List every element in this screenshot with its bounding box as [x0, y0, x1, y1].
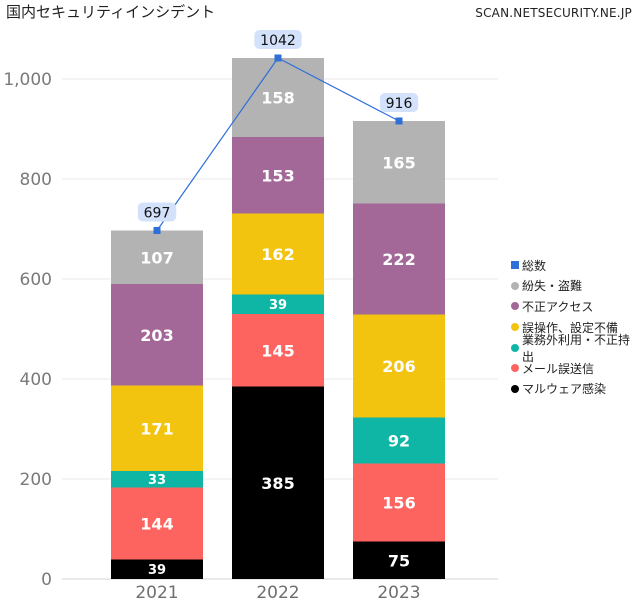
- data-label: 206: [382, 357, 415, 376]
- data-label: 33: [148, 473, 166, 488]
- total-label-bg: [379, 93, 419, 112]
- total-marker: [274, 54, 282, 62]
- bar-segment: [353, 541, 445, 579]
- x-tick-label: 2023: [377, 583, 420, 603]
- y-tick-label: 1,000: [3, 70, 52, 90]
- legend-label: メール誤送信: [522, 361, 595, 376]
- data-label: 385: [261, 474, 294, 493]
- legend-label: 紛失・盗難: [522, 279, 583, 294]
- legend-circle-icon: [511, 384, 519, 393]
- legend-circle-icon: [511, 364, 519, 373]
- legend-label: 不正アクセス: [522, 299, 594, 314]
- bar-segment: [111, 559, 203, 579]
- data-label: 162: [261, 245, 294, 264]
- legend-item: マルウェア感染: [511, 379, 640, 400]
- chart-title: 国内セキュリティインシデント: [6, 3, 216, 21]
- y-tick-label: 400: [20, 370, 52, 390]
- data-label: 145: [261, 341, 294, 360]
- bar-segment: [353, 417, 445, 464]
- data-label: 107: [140, 248, 173, 267]
- bar-segment: [232, 213, 324, 295]
- legend-label: マルウェア感染: [522, 382, 607, 397]
- total-marker: [395, 117, 403, 125]
- data-label: 158: [261, 89, 294, 108]
- data-label: 165: [382, 153, 415, 172]
- data-label: 153: [261, 166, 294, 185]
- bar-segment: [353, 314, 445, 418]
- bar-segment: [232, 137, 324, 214]
- legend-item: 誤操作、設定不備: [511, 317, 640, 338]
- bar-segment: [232, 58, 324, 137]
- data-label: 39: [148, 563, 166, 578]
- legend-square-icon: [511, 261, 519, 270]
- bar-segment: [111, 284, 203, 386]
- bar-segment: [111, 385, 203, 471]
- total-label-bg: [254, 30, 302, 49]
- legend-item: 紛失・盗難: [511, 276, 640, 297]
- data-label: 203: [140, 326, 173, 345]
- bar-segment: [232, 386, 324, 579]
- bar-segment: [232, 294, 324, 314]
- x-tick-label: 2022: [256, 583, 299, 603]
- bar-segment: [111, 487, 203, 560]
- legend-item: 不正アクセス: [511, 296, 640, 317]
- legend-circle-icon: [511, 323, 519, 332]
- data-label: 144: [140, 515, 173, 534]
- legend-circle-icon: [511, 281, 519, 290]
- y-tick-label: 800: [20, 170, 52, 190]
- total-label: 697: [144, 206, 171, 222]
- legend-item: メール誤送信: [511, 358, 640, 379]
- legend-item: 業務外利用・不正持出: [511, 333, 640, 364]
- data-label: 222: [382, 250, 415, 269]
- data-label: 75: [388, 551, 410, 570]
- legend-item: 総数: [511, 255, 640, 276]
- source-label: SCAN.NETSECURITY.NE.JP: [475, 6, 632, 20]
- bar-segment: [353, 203, 445, 315]
- legend: 総数紛失・盗難不正アクセス誤操作、設定不備 業務外利用・不正持出 メール誤送信 マルウ…: [511, 255, 640, 399]
- total-label: 916: [386, 96, 413, 112]
- y-tick-label: 0: [41, 570, 52, 590]
- x-tick-label: 2021: [135, 583, 178, 603]
- data-label: 92: [388, 432, 410, 451]
- total-label-bg: [137, 202, 177, 222]
- y-tick-label: 200: [20, 470, 52, 490]
- bar-segment: [353, 121, 445, 204]
- data-label: 39: [269, 298, 287, 313]
- legend-label: 誤操作、設定不備: [522, 320, 619, 335]
- bar-segment: [232, 314, 324, 387]
- bar-segment: [111, 230, 203, 284]
- bar-segment: [353, 463, 445, 542]
- total-marker: [153, 227, 161, 234]
- y-tick-label: 600: [20, 270, 52, 290]
- data-label: 156: [382, 494, 415, 513]
- legend-label: 総数: [522, 258, 547, 273]
- legend-circle-icon: [511, 343, 519, 352]
- data-label: 171: [140, 419, 173, 438]
- legend-label: 業務外利用・不正持出: [522, 332, 631, 364]
- total-label: 1042: [260, 33, 296, 49]
- bar-segment: [111, 471, 203, 488]
- legend-circle-icon: [511, 302, 519, 311]
